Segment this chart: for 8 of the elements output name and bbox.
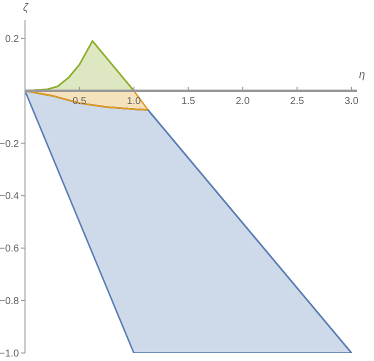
y-tick-label: 0.2 bbox=[5, 34, 20, 45]
x-axis-title: η bbox=[359, 68, 366, 81]
y-tick-label: −0.2 bbox=[0, 138, 20, 150]
y-axis-title: ζ bbox=[23, 2, 28, 14]
y-tick-label: −0.4 bbox=[0, 191, 20, 202]
y-tick-label: −1.0 bbox=[0, 348, 20, 360]
y-tick-label: −0.6 bbox=[0, 244, 20, 255]
y-tick-label: −0.8 bbox=[0, 296, 20, 308]
